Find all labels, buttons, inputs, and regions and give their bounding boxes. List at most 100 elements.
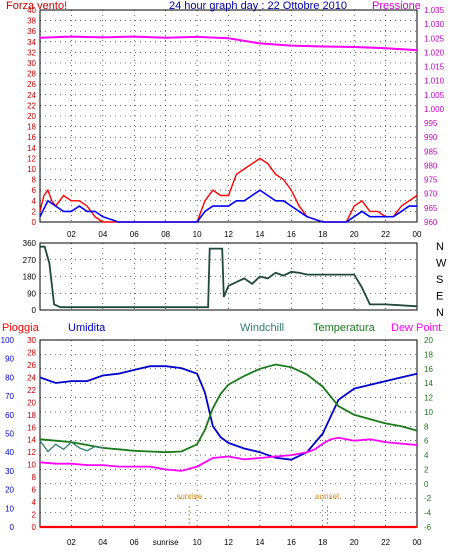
temp-y-tick: 6: [424, 437, 429, 446]
temp-y-tick: -4: [424, 509, 432, 518]
rain-y-tick: 12: [27, 448, 36, 457]
direction-y-tick: 360: [23, 239, 37, 248]
x-tick: 22: [381, 538, 390, 547]
rain-y-tick: 8: [32, 473, 37, 482]
compass-label: N: [436, 241, 444, 253]
temp-y-tick: -6: [424, 523, 432, 532]
y-tick-left: 36: [27, 27, 36, 36]
y-tick-right: 960: [424, 218, 438, 227]
humidity-y-tick: 90: [5, 355, 14, 364]
rain-y-tick: 6: [32, 486, 37, 495]
temp-y-tick: 10: [424, 408, 433, 417]
y-tick-left: 34: [27, 38, 36, 47]
temp-y-tick: 0: [424, 480, 429, 489]
y-tick-left: 24: [27, 91, 36, 100]
legend-rain: Pioggia: [2, 322, 40, 334]
rain-y-tick: 22: [27, 386, 36, 395]
x-tick: 18: [318, 230, 327, 239]
humidity-y-tick: 100: [1, 336, 15, 345]
y-tick-right: 1.030: [424, 20, 445, 29]
y-tick-right: 1.000: [424, 105, 445, 114]
x-tick: 12: [224, 538, 233, 547]
rain-y-tick: 24: [27, 373, 36, 382]
y-tick-left: 16: [27, 133, 36, 142]
y-tick-left: 10: [27, 165, 36, 174]
y-tick-left: 0: [32, 218, 37, 227]
compass-label: W: [436, 258, 447, 270]
windchill-series-line: [39, 440, 103, 453]
rain-y-tick: 18: [27, 411, 36, 420]
rain-y-tick: 14: [27, 436, 36, 445]
legend-dewpoint: Dew Point: [391, 322, 441, 334]
y-tick-left: 20: [27, 112, 36, 121]
direction-series-line: [40, 245, 418, 309]
y-tick-right: 1.010: [424, 77, 445, 86]
x-tick: 14: [255, 538, 264, 547]
temp-y-tick: 12: [424, 394, 433, 403]
pressure-series-line: [39, 35, 418, 52]
y-tick-left: 26: [27, 80, 36, 89]
rain-y-tick: 28: [27, 348, 36, 357]
temp-y-tick: 4: [424, 451, 429, 460]
direction-y-tick: 0: [32, 306, 37, 315]
x-tick: 20: [350, 538, 359, 547]
rain-y-tick: 16: [27, 423, 36, 432]
rain-y-tick: 2: [32, 511, 37, 520]
y-tick-left: 14: [27, 144, 36, 153]
rain-y-tick: 26: [27, 361, 36, 370]
compass-label: S: [436, 274, 443, 286]
gust-series-line: [39, 189, 417, 223]
x-tick: 04: [98, 230, 107, 239]
humidity-y-tick: 20: [5, 486, 14, 495]
sunrise-annotation: sunrise: [176, 492, 202, 501]
temp-y-tick: 16: [424, 365, 433, 374]
y-tick-right: 1.035: [424, 6, 445, 15]
y-tick-left: 6: [32, 186, 37, 195]
x-tick: 10: [193, 230, 202, 239]
x-tick: 10: [193, 538, 202, 547]
y-tick-left: 28: [27, 70, 36, 79]
y-tick-left: 4: [32, 197, 37, 206]
x-tick: sunrise: [153, 538, 179, 547]
y-tick-right: 995: [424, 119, 438, 128]
y-tick-left: 2: [32, 207, 37, 216]
humidity-y-tick: 80: [5, 373, 14, 382]
x-tick: 16: [287, 230, 296, 239]
y-tick-left: 22: [27, 101, 36, 110]
y-tick-right: 990: [424, 133, 438, 142]
temp-y-tick: 8: [424, 422, 429, 431]
temp-y-tick: 14: [424, 379, 433, 388]
y-tick-right: 1.015: [424, 63, 445, 72]
x-tick: 02: [67, 230, 76, 239]
y-tick-right: 985: [424, 147, 438, 156]
temp-y-tick: 18: [424, 350, 433, 359]
legend-humidity: Umidita: [68, 322, 106, 334]
sunset-annotation: sunset: [316, 492, 340, 501]
x-tick: 22: [381, 230, 390, 239]
temp-y-tick: -2: [424, 494, 432, 503]
x-tick: 12: [224, 230, 233, 239]
humidity-y-tick: 70: [5, 392, 14, 401]
rain-y-tick: 4: [32, 498, 37, 507]
x-tick: 14: [255, 230, 264, 239]
x-tick: 00: [413, 538, 422, 547]
y-tick-left: 8: [32, 176, 37, 185]
x-tick: 06: [130, 230, 139, 239]
humidity-y-tick: 0: [10, 523, 15, 532]
humidity-y-tick: 60: [5, 411, 14, 420]
rain-y-tick: 30: [27, 336, 36, 345]
temperature-series-line: [39, 363, 418, 454]
y-tick-left: 32: [27, 48, 36, 57]
x-tick: 08: [161, 230, 170, 239]
wind-series-line: [39, 157, 418, 223]
y-tick-left: 40: [27, 6, 36, 15]
y-tick-left: 30: [27, 59, 36, 68]
dewpoint-series-line: [39, 436, 418, 472]
humidity-y-tick: 10: [5, 504, 14, 513]
x-tick: 20: [350, 230, 359, 239]
x-tick: 00: [413, 230, 422, 239]
y-tick-right: 965: [424, 204, 438, 213]
y-tick-left: 38: [27, 17, 36, 26]
direction-y-tick: 270: [23, 256, 37, 265]
